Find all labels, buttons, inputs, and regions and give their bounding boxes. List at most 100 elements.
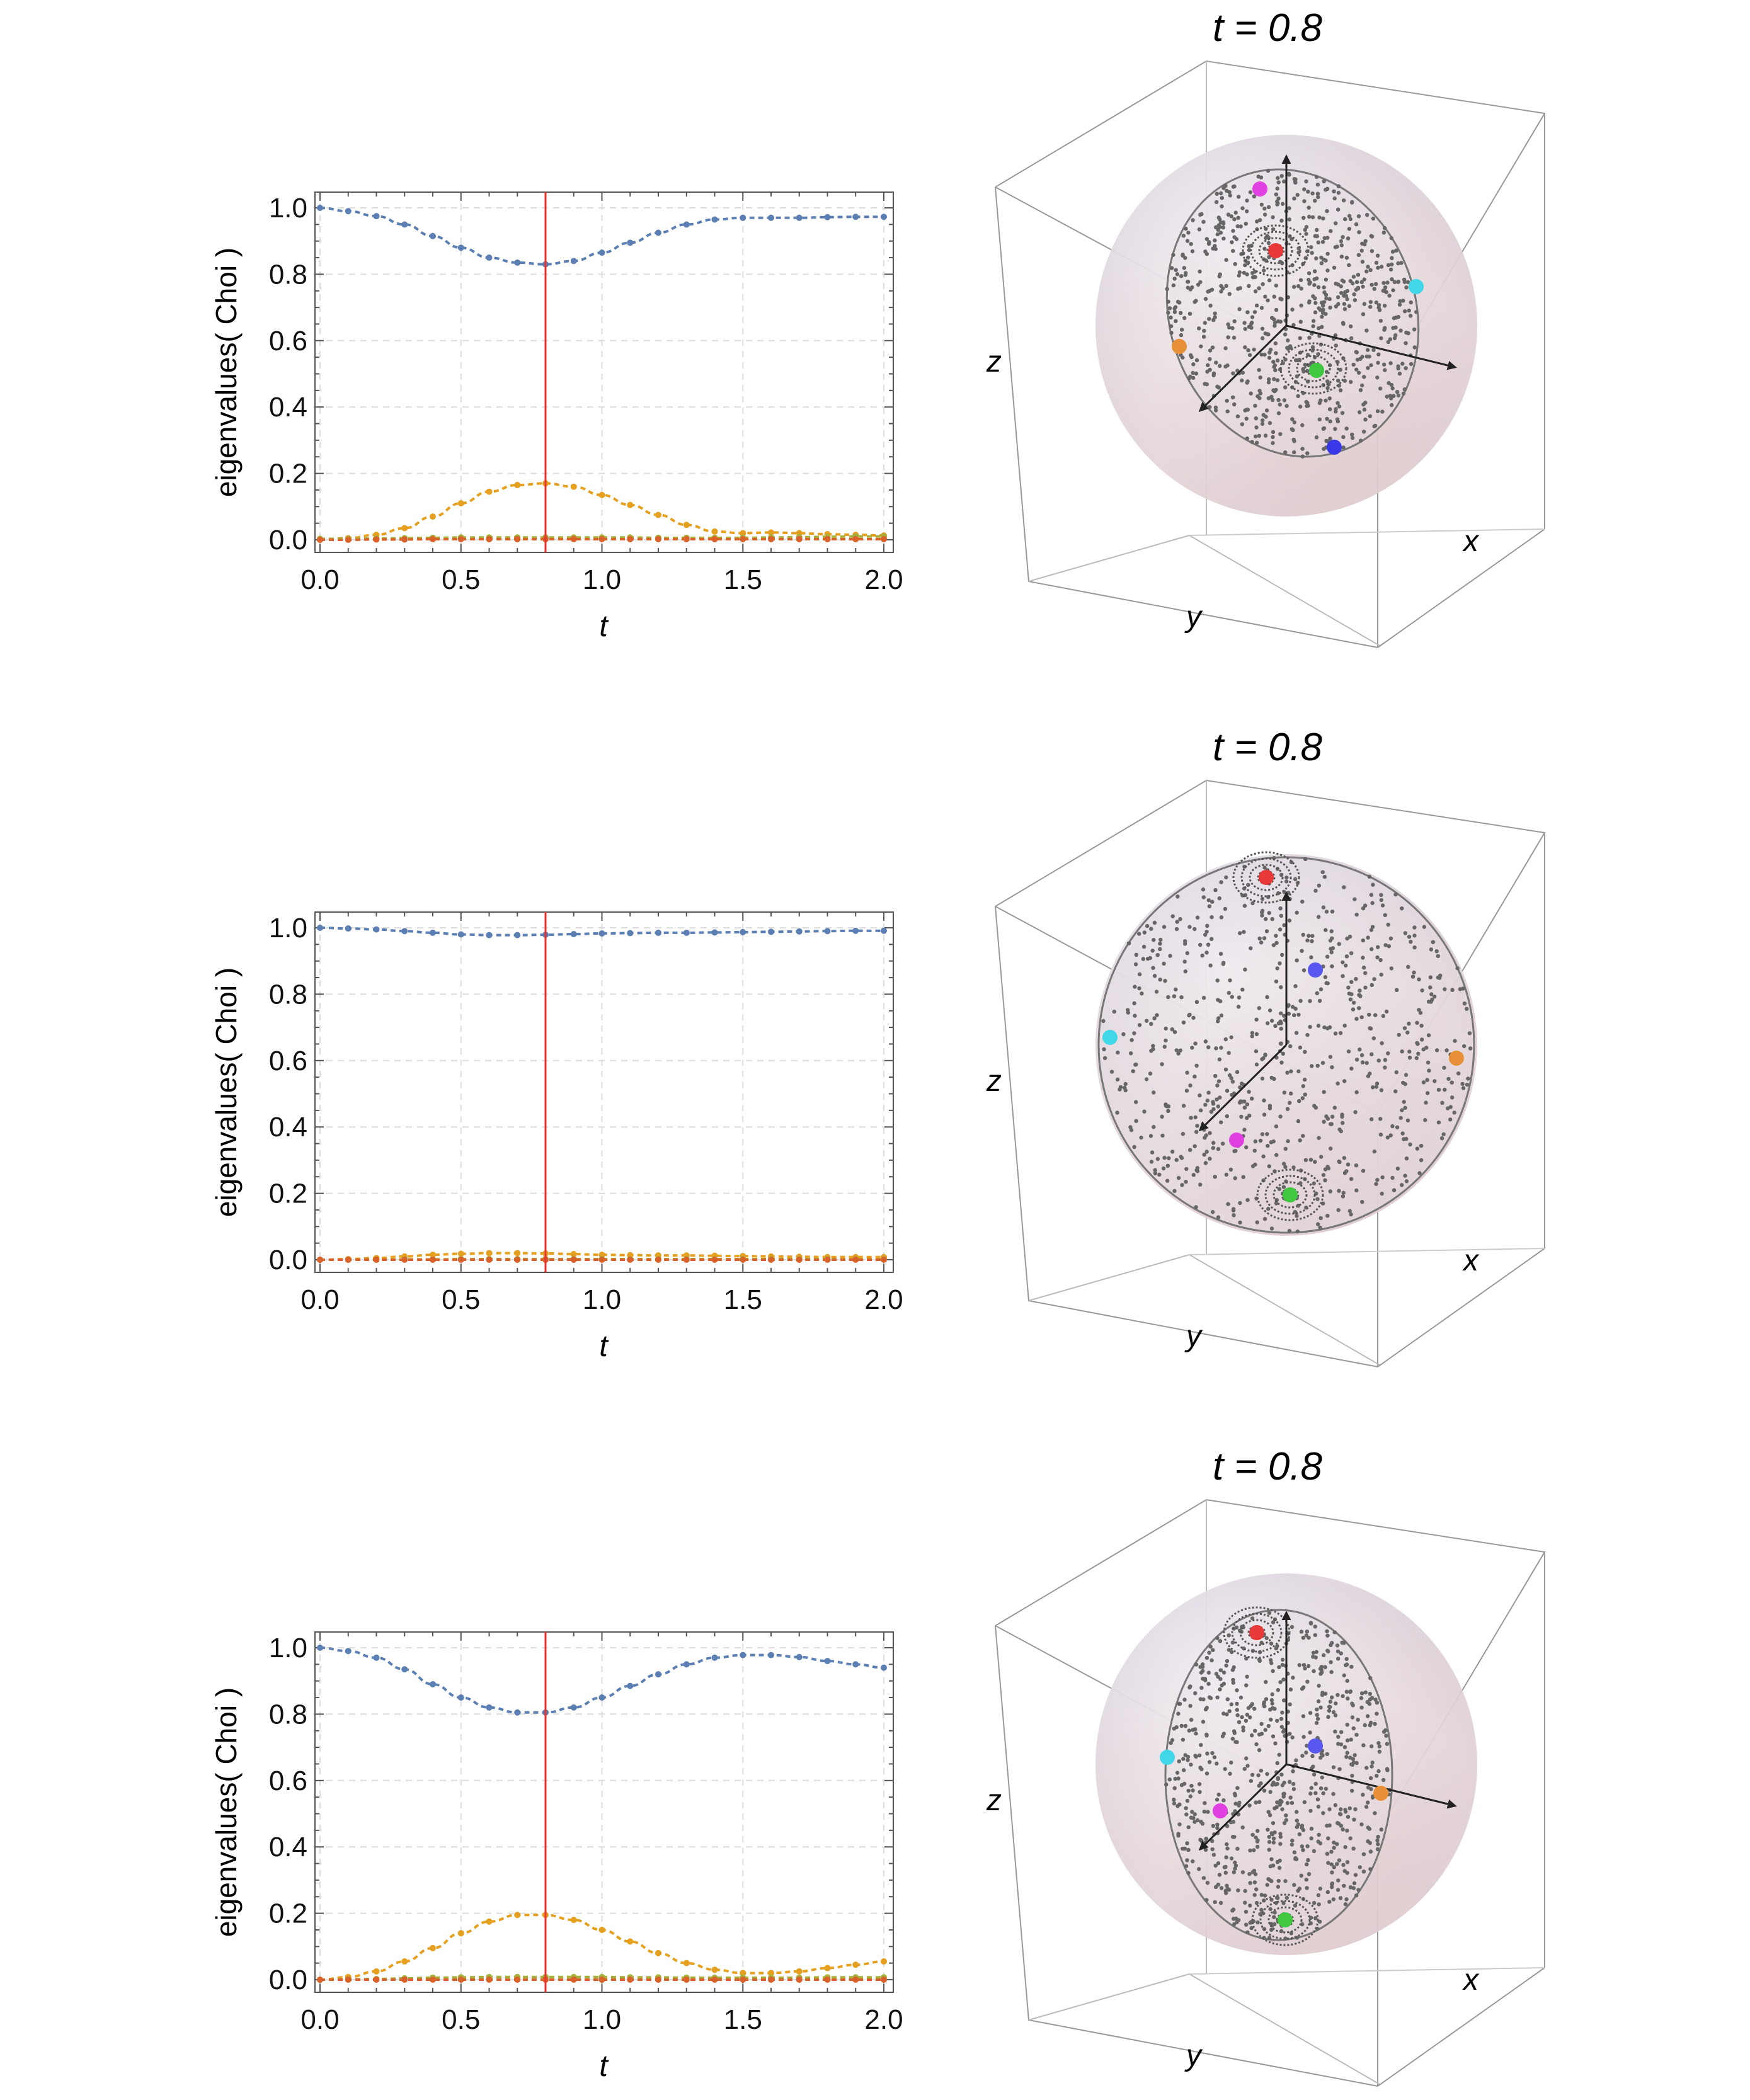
cloud-dot [1380,1191,1384,1196]
cloud-dot [1295,958,1299,962]
cloud-dot [1298,1138,1302,1143]
cloud-dot [1332,1846,1336,1850]
data-point [852,214,859,220]
cloud-dot [1207,317,1211,321]
cloud-dot [1448,1117,1453,1122]
cloud-dot [1305,1629,1310,1634]
cloud-dot [1216,1793,1221,1797]
cloud-dot [1262,936,1267,940]
cloud-dot [1408,1142,1412,1147]
cloud-dot [1273,1024,1278,1029]
data-point [570,1917,577,1924]
cloud-dot [1318,1886,1323,1891]
cloud-dot [1385,1135,1390,1140]
cloud-dot [1320,314,1324,319]
cloud-dot [1379,1827,1383,1832]
cloud-dot [1235,414,1240,419]
cloud-dot [1274,1201,1279,1206]
cloud-dot [1353,1753,1357,1757]
cloud-dot [1292,1883,1296,1887]
data-point [373,1654,380,1661]
cloud-dot [1240,987,1245,992]
cloud-dot [1265,1772,1269,1776]
cloud-dot [1301,1134,1305,1138]
cloud-dot [1339,1807,1343,1812]
cloud-dot [1328,305,1332,310]
cloud-dot [1115,1110,1119,1115]
cloud-dot [1404,285,1409,290]
cloud-dot [1325,1752,1329,1756]
cloud-dot [1349,1066,1354,1071]
eigenvalue-plot-2: eigenvalues( Choi ) t 0.00.20.40.60.81.0… [210,911,903,1363]
cloud-dot [1173,305,1178,309]
cloud-dot [1172,1030,1177,1034]
cloud-dot [1393,892,1398,897]
cloud-dot [1301,367,1305,372]
cloud-dot [1288,1100,1292,1105]
cloud-dot [1225,1823,1230,1829]
cloud-dot [1273,1741,1278,1745]
cloud-dot [1427,1068,1431,1073]
cloud-dot [1204,1837,1208,1841]
cloud-dot [1354,350,1359,355]
marker-blue-1 [1327,440,1342,455]
data-point [796,1968,803,1975]
cloud-dot [1321,1173,1326,1177]
cloud-dot [1415,1020,1419,1025]
cloud-dot [1318,1786,1324,1791]
cloud-dot [1365,1714,1370,1718]
cloud-dot [1311,324,1315,329]
cloud-dot [1198,1665,1203,1669]
cloud-dot [1402,387,1407,392]
bloch-title-1: t = 0.8 [1213,6,1323,50]
cloud-dot [1374,1182,1378,1186]
xtick-label: 2.0 [864,564,903,595]
cloud-dot [1336,184,1341,188]
cloud-dot [1155,953,1160,957]
marker-magenta-3 [1213,1803,1228,1818]
cloud-dot [1170,914,1175,918]
cloud-dot [1269,1897,1274,1902]
cloud-dot [1365,1699,1370,1704]
cloud-dot [1152,1124,1156,1129]
cloud-dot [1249,391,1253,396]
cloud-dot [1210,937,1214,942]
cloud-dot [1344,1689,1349,1694]
cloud-dot [1246,882,1250,887]
cloud-dot [1230,240,1234,244]
cloud-dot [1255,1844,1260,1849]
cloud-dot [1198,942,1203,947]
bloch-title-2: t = 0.8 [1213,726,1323,769]
cloud-dot [1325,1214,1330,1218]
cloud-dot [1348,217,1353,222]
cloud-dot [1281,1677,1286,1682]
axes-arrows-2 [1198,891,1291,1132]
data-point [486,535,493,542]
data-point [655,535,661,542]
cloud-dot [1186,280,1191,284]
cloud-dot [1310,939,1314,944]
cloud-dot [1360,260,1365,264]
cloud-dot [1172,1798,1176,1802]
cloud-dot [1200,953,1204,958]
cloud-dot [1221,962,1226,966]
marker-blue-2 [1308,962,1323,978]
cloud-dot [1259,305,1264,310]
cloud-dot [1301,1848,1305,1852]
data-point [711,528,718,535]
cloud-dot [1181,1104,1186,1108]
cloud-dot [1420,988,1424,993]
cloud-dot [1342,1156,1347,1160]
data-point [401,928,408,935]
cloud-dot [1198,1789,1202,1795]
cloud-dot [1228,978,1232,983]
cloud-dot [1341,1863,1346,1867]
data-point [740,214,746,221]
cloud-dot [1426,1060,1431,1065]
cloud-dot [1149,927,1153,931]
cloud-dot [1276,1687,1281,1692]
cloud-dot [1182,1698,1187,1702]
cloud-dot [1223,1037,1228,1042]
cloud-dot [1337,1159,1341,1164]
cloud-dot [1404,341,1408,345]
